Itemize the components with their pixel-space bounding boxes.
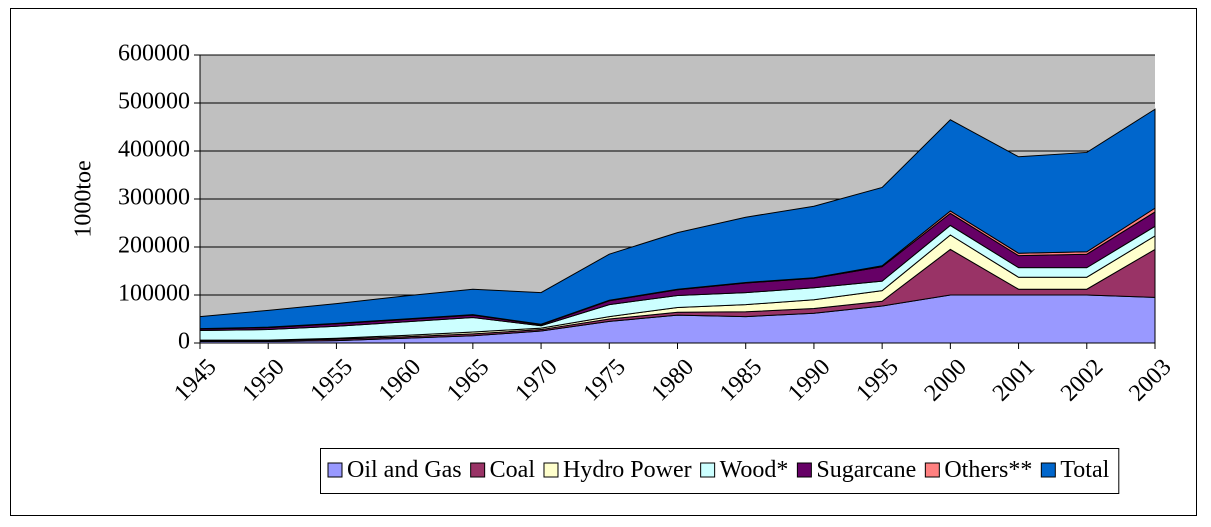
legend-label: Wood* — [720, 457, 789, 483]
legend-label: Others** — [944, 457, 1032, 483]
legend-swatch — [924, 462, 940, 478]
legend-label: Oil and Gas — [347, 457, 462, 483]
legend-label: Sugarcane — [816, 457, 916, 483]
y-tick-label: 200000 — [118, 233, 190, 259]
legend-swatch — [543, 462, 559, 478]
legend-label: Total — [1060, 457, 1109, 483]
y-tick-label: 600000 — [118, 41, 190, 67]
y-tick-label: 0 — [178, 329, 190, 355]
y-axis-title: 1000toe — [71, 160, 97, 237]
legend — [320, 448, 1120, 494]
legend-swatch — [327, 462, 343, 478]
legend-items: Oil and Gas Coal Hydro Power Wood* Sugarcane… — [327, 457, 1110, 483]
legend-label: Hydro Power — [563, 457, 692, 483]
legend-swatch — [796, 462, 812, 478]
area — [199, 108, 1156, 330]
y-tick-label: 400000 — [118, 137, 190, 163]
legend-swatch — [1040, 462, 1056, 478]
y-tick-label: 300000 — [118, 185, 190, 211]
y-tick-label: 500000 — [118, 89, 190, 115]
y-tick-label: 100000 — [118, 281, 190, 307]
legend-label: Coal — [490, 457, 536, 483]
legend-swatch — [700, 462, 716, 478]
legend-swatch — [470, 462, 486, 478]
